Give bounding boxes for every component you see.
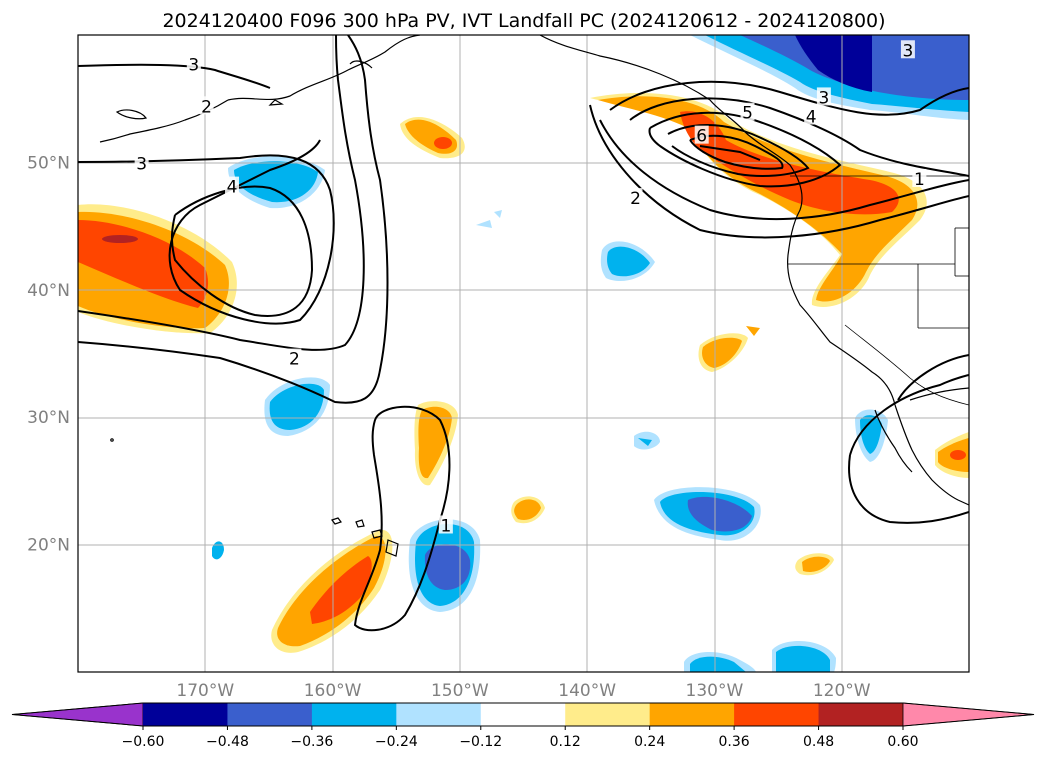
colorbar-extend-high	[902, 702, 1035, 727]
lon-tick-label: 150°W	[431, 681, 489, 701]
colorbar-tick-label: −0.24	[375, 734, 418, 750]
gridlines	[78, 35, 969, 672]
colorbar-tick-label: 0.48	[803, 734, 834, 750]
lon-tick-label: 160°W	[304, 681, 362, 701]
contour-label-bg	[900, 40, 915, 59]
colorbar-tick-label: 0.12	[550, 734, 581, 750]
latitude-tick-labels: 50°N 40°N 30°N 20°N	[27, 153, 70, 555]
figure-title: 2024120400 F096 300 hPa PV, IVT Landfall…	[162, 10, 885, 32]
colorbar-tick-label: −0.60	[122, 734, 165, 750]
colorbar-segment	[734, 703, 820, 726]
lat-tick-label: 40°N	[27, 281, 70, 301]
contour-label: 2	[201, 97, 212, 117]
contour-label-bg	[186, 54, 201, 73]
contour-label-bg	[912, 168, 927, 187]
lon-tick-label: 130°W	[686, 681, 744, 701]
contour-label-bg	[694, 125, 709, 144]
contour-label-bg	[816, 87, 831, 106]
contour-label-bg	[287, 348, 302, 367]
colorbar-tick-label: −0.48	[206, 734, 249, 750]
political-borders	[788, 175, 969, 406]
positive-anomaly-shading	[78, 93, 969, 653]
lon-tick-label: 140°W	[558, 681, 616, 701]
colorbar: −0.60 −0.48 −0.36 −0.24 −0.12 0.12 0.24 0.36 0.4…	[11, 702, 1035, 750]
colorbar-tick-label: 0.36	[719, 734, 750, 750]
contour-label: 3	[136, 155, 147, 175]
lon-tick-label: 120°W	[813, 681, 871, 701]
contour-label: 1	[914, 170, 925, 190]
contour-label: 6	[696, 127, 707, 147]
colorbar-tick-label: 0.24	[634, 734, 665, 750]
contour-label-bg	[225, 176, 240, 195]
contour-label-bg	[134, 153, 149, 172]
colorbar-extend-low	[11, 702, 144, 727]
colorbar-tick-label: −0.12	[459, 734, 502, 750]
contour-label-bg	[199, 96, 214, 115]
contour-label: 3	[902, 41, 913, 61]
map-frame	[77, 34, 970, 673]
contour-label: 2	[289, 350, 300, 370]
contour-label-bg	[804, 106, 819, 125]
colorbar-segment	[227, 703, 313, 726]
map-background	[78, 35, 969, 672]
contour-label: 2	[630, 189, 641, 209]
colorbar-segment	[311, 703, 397, 726]
contour-label: 5	[742, 104, 753, 124]
contour-label-bg	[438, 515, 453, 534]
colorbar-segment	[396, 703, 482, 726]
lon-tick-label: 170°W	[176, 681, 234, 701]
negative-anomaly-shading	[212, 35, 969, 672]
contour-label-bg	[740, 102, 755, 121]
contour-label: 4	[806, 108, 817, 128]
contour-label: 1	[440, 516, 451, 536]
colorbar-segment	[143, 703, 228, 726]
lat-tick-label: 20°N	[27, 536, 70, 556]
colorbar-segment	[480, 703, 566, 726]
lat-tick-label: 30°N	[27, 408, 70, 428]
colorbar-tick-label: 0.60	[887, 734, 918, 750]
colorbar-tick-label: −0.36	[290, 734, 333, 750]
contour-label: 3	[188, 55, 199, 75]
colorbar-segment	[565, 703, 651, 726]
contour-label: 4	[227, 178, 238, 198]
colorbar-segment	[649, 703, 735, 726]
longitude-tick-labels: 170°W 160°W 150°W 140°W 130°W 120°W	[176, 681, 870, 701]
lat-tick-label: 50°N	[27, 153, 70, 173]
colorbar-segment	[818, 703, 904, 726]
pv-contours	[78, 35, 969, 632]
contour-label-bg	[628, 188, 643, 207]
contour-label: 3	[818, 88, 829, 108]
